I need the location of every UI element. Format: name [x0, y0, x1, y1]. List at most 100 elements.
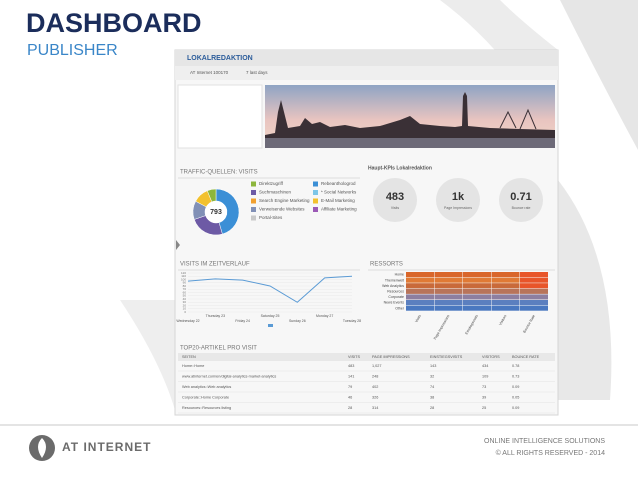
- heat-cell: [463, 294, 491, 300]
- cell[interactable]: Home::Home: [182, 364, 204, 368]
- heat-cell: [406, 300, 434, 306]
- decor: [120, 300, 175, 410]
- heat-cell: [463, 305, 491, 311]
- cell[interactable]: Resources::Resources listing: [182, 406, 231, 410]
- heat-cell: [406, 294, 434, 300]
- donut-total: 793: [210, 209, 222, 216]
- x-tick-label: Monday 27: [316, 314, 333, 318]
- heat-cell: [434, 294, 463, 300]
- heat-cell: [434, 277, 463, 283]
- heat-cell: [520, 283, 548, 289]
- filter[interactable]: AT Internet 100170: [190, 70, 229, 75]
- kpi-value: 1k: [452, 191, 465, 203]
- x-tick-label: Friday 24: [235, 319, 250, 323]
- dashboard-header: [175, 50, 558, 66]
- cell: 39: [482, 396, 486, 400]
- footer-text: ONLINE INTELLIGENCE SOLUTIONS: [484, 438, 605, 445]
- section-title: RESSORTS: [370, 262, 403, 268]
- heat-cell: [434, 300, 463, 306]
- decor: [440, 0, 558, 150]
- line: [187, 275, 353, 303]
- y-tick-label: 30: [183, 300, 187, 304]
- heat-cell: [520, 305, 548, 311]
- legend-swatch: [251, 198, 256, 204]
- legend-swatch: [251, 215, 256, 221]
- column-header: BOUNCE RATE: [512, 355, 540, 359]
- cell: 314: [372, 406, 378, 410]
- dashboard-title: LOKALREDAKTION: [187, 55, 253, 62]
- cell: 38: [430, 396, 434, 400]
- logo-mark: [38, 438, 46, 458]
- legend-swatch: [251, 181, 256, 187]
- heat-cell: [463, 272, 491, 278]
- heat-cell: [463, 277, 491, 283]
- kpi-circle: [499, 178, 543, 222]
- heat-cell: [520, 300, 548, 306]
- heat-cell: [491, 288, 520, 294]
- legend-label: Rebeanthologrod: [321, 181, 356, 186]
- kpi-label: Visits: [391, 206, 400, 210]
- legend-label: Verweisende Websites: [259, 207, 305, 212]
- kpi-value: 0.71: [510, 191, 531, 203]
- heat-cell: [434, 272, 463, 278]
- y-tick-label: 80: [183, 284, 187, 288]
- heat-cell: [491, 300, 520, 306]
- heat-cell: [491, 294, 520, 300]
- legend-swatch: [251, 207, 256, 212]
- y-tick-label: 70: [183, 287, 187, 291]
- cell: 74: [430, 385, 434, 389]
- legend-label: Search Engine Marketing: [259, 198, 310, 203]
- cell: 0.09: [512, 406, 519, 410]
- row-label: Resources: [387, 290, 404, 294]
- cell: 483: [348, 364, 354, 368]
- heat-cell: [406, 272, 434, 278]
- cell: 79: [348, 385, 352, 389]
- logo-text: AT INTERNET: [62, 440, 151, 454]
- cell[interactable]: Corporate::Home Corporate: [182, 396, 229, 400]
- heat-cell: [491, 272, 520, 278]
- heat-cell: [520, 277, 548, 283]
- kpi-circle: [373, 178, 417, 222]
- heat-cell: [463, 283, 491, 289]
- row-label: Web Analytics: [382, 284, 404, 288]
- cell: 141: [348, 375, 354, 379]
- heat-cell: [434, 288, 463, 294]
- heat-cell: [406, 305, 434, 311]
- section-title: VISITS IM ZEITVERLAUF: [180, 262, 250, 268]
- y-tick-label: 100: [181, 277, 186, 281]
- cell: 32: [430, 375, 434, 379]
- y-tick-label: 10: [183, 307, 187, 311]
- legend-swatch: [313, 207, 318, 212]
- kpi-label: Bounce rate: [512, 206, 531, 210]
- collapse-arrow[interactable]: [176, 240, 180, 250]
- cell: 0.05: [512, 396, 519, 400]
- cell[interactable]: Web analytics::Web analytics: [182, 385, 231, 389]
- slide-subtitle: PUBLISHER: [27, 42, 118, 59]
- filter[interactable]: 7 last days: [246, 70, 268, 75]
- cell[interactable]: www.atinternet.com/en/digital-analytics-…: [182, 375, 276, 379]
- kpi-value: 483: [386, 191, 404, 203]
- legend-label: * Social Networks: [321, 190, 357, 195]
- heat-cell: [463, 300, 491, 306]
- heat-cell: [434, 305, 463, 311]
- section-title: TOP20-ARTIKEL PRO VISIT: [180, 346, 257, 352]
- cell: 143: [430, 364, 436, 368]
- heat-cell: [406, 283, 434, 289]
- x-tick-label: Wednesday 22: [176, 319, 199, 323]
- cell: 1,027: [372, 364, 382, 368]
- y-tick-label: 20: [183, 303, 187, 307]
- column-label: Visits: [414, 314, 422, 323]
- section-title: TRAFFIC-QUELLEN: VISITS: [180, 170, 258, 176]
- cell: 0.09: [512, 385, 519, 389]
- heat-cell: [406, 288, 434, 294]
- photo: [265, 85, 555, 148]
- y-tick-label: 120: [181, 271, 186, 275]
- row-label: Other: [395, 306, 405, 310]
- column-header: EINSTIEGSVISITS: [430, 355, 463, 359]
- x-tick-label: Saturday 25: [261, 314, 280, 318]
- table-header: [178, 353, 555, 361]
- column-header: VISITORS: [482, 355, 500, 359]
- cell: 326: [372, 396, 378, 400]
- cell: 25: [482, 406, 486, 410]
